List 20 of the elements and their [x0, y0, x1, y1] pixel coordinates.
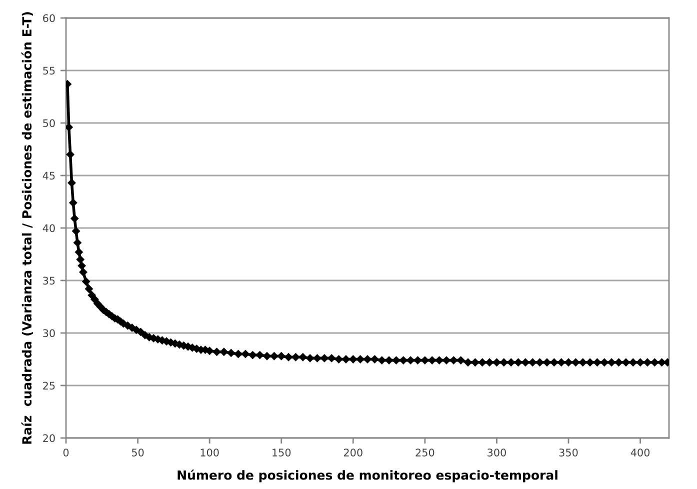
x-tick-label: 300: [488, 448, 506, 456]
x-tick-label: 350: [559, 448, 578, 456]
y-tick-label: 55: [43, 66, 55, 75]
y-tick-label: 20: [43, 434, 55, 442]
x-tick-label: 0: [63, 448, 69, 456]
x-tick-label: 400: [630, 448, 650, 456]
y-tick-label: 35: [43, 276, 55, 285]
x-tick-label: 250: [416, 448, 434, 456]
x-tick-label: 200: [344, 448, 362, 456]
x-tick-label: 100: [200, 448, 219, 456]
x-tick-label: 150: [272, 448, 291, 456]
y-tick-label: 45: [42, 172, 55, 180]
y-tick-label: 40: [42, 224, 55, 232]
y-tick-label: 60: [43, 14, 55, 22]
y-tick-label: 30: [43, 329, 55, 338]
y-tick-label: 50: [43, 119, 55, 128]
y-tick-label: 25: [43, 382, 55, 390]
y-axis-title: Raíz cuadrada (Varianza total / Posiciones de estimación E-T): [21, 12, 34, 444]
x-axis-title: Número de posiciones de monitoreo espacio-temporal: [178, 470, 558, 482]
x-tick-label: 50: [132, 448, 144, 456]
